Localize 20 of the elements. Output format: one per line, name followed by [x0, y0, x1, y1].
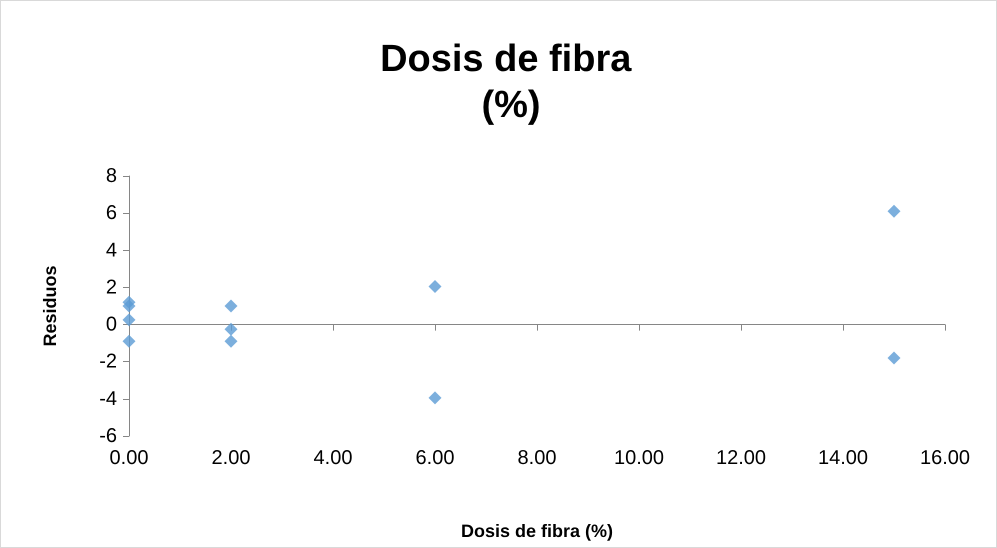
y-axis-title: Residuos [40, 265, 60, 347]
x-tick-label: 4.00 [314, 447, 352, 469]
y-tick-label: -2 [99, 350, 117, 373]
x-tick-label: 2.00 [212, 447, 250, 469]
y-tick-label: -4 [99, 388, 117, 410]
x-tick-label: 12.00 [716, 447, 766, 469]
x-tick-label: 10.00 [614, 447, 664, 469]
x-tick-label: 14.00 [818, 447, 868, 469]
y-tick-label: 0 [106, 314, 117, 336]
x-axis-title: Dosis de fibra (%) [460, 521, 614, 541]
x-tick-label: 6.00 [416, 447, 454, 469]
chart-title: Dosis de fibra (%) [380, 38, 642, 126]
y-tick-label: 6 [106, 202, 117, 224]
x-tick-label: 0.00 [110, 447, 148, 469]
y-tick-label: -6 [99, 425, 117, 447]
y-tick-label: 4 [106, 239, 117, 262]
y-tick-label: 8 [106, 165, 117, 187]
x-tick-label: 16.00 [920, 447, 970, 469]
y-tick-label: 2 [106, 276, 117, 298]
x-tick-label: 8.00 [518, 447, 556, 469]
